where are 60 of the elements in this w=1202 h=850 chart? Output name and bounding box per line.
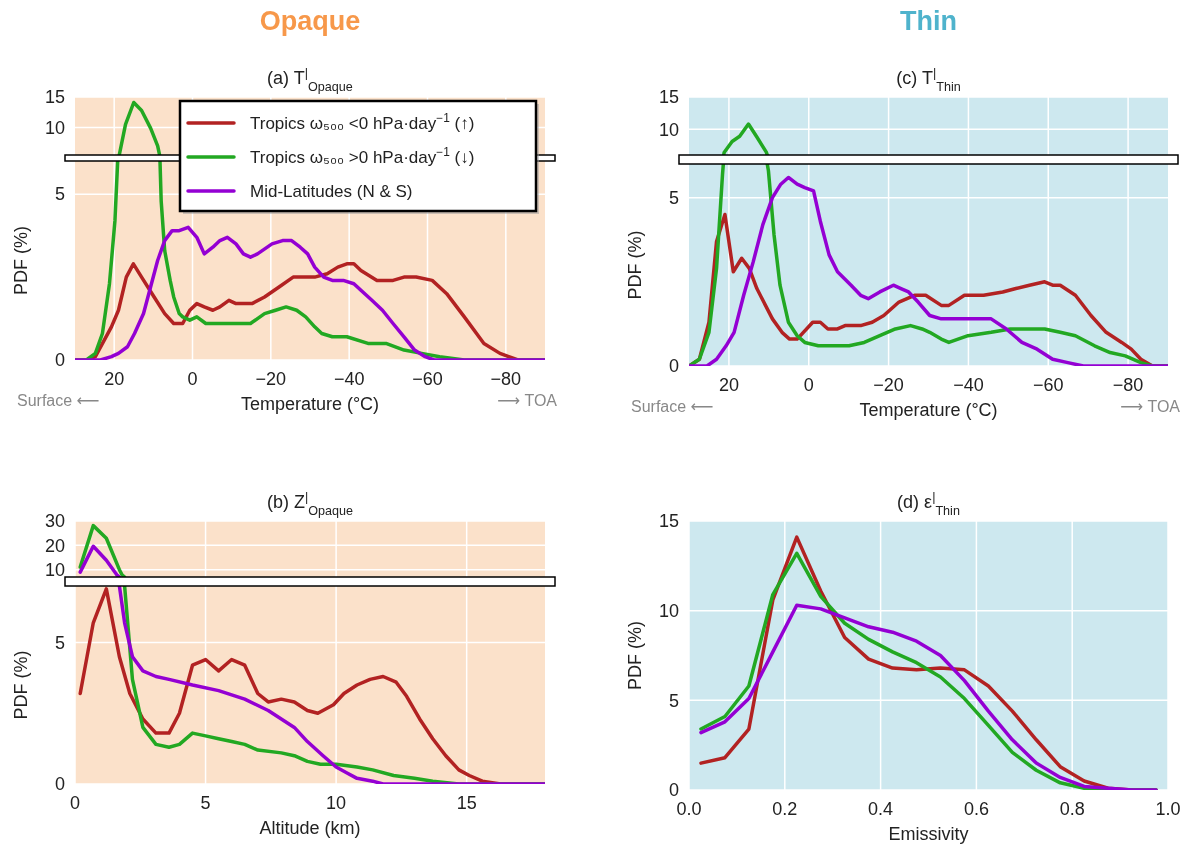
x-tick-label: −80	[1112, 375, 1144, 395]
y-tick-label: 15	[44, 87, 65, 108]
x-axis-title: Temperature (°C)	[859, 400, 998, 420]
y-axis-title: PDF (%)	[11, 226, 31, 295]
y-tick-label: 15	[658, 87, 679, 108]
x-tick-label: 0.6	[963, 799, 989, 819]
y-tick-label: 5	[54, 184, 65, 205]
x-tick-label: 0	[187, 369, 198, 389]
x-axis-title: Emissivity	[888, 824, 969, 844]
text: Surface ⟵	[631, 398, 714, 415]
line-series	[721, 122, 769, 155]
y-tick-label: 0	[54, 774, 65, 795]
line-series	[117, 100, 162, 155]
y-tick-label: 5	[668, 187, 679, 208]
y-tick-label: 15	[658, 511, 679, 532]
x-tick-label: −60	[412, 369, 443, 389]
y-axis-title: PDF (%)	[11, 650, 31, 720]
x-tick-label: 10	[326, 793, 347, 813]
x-tick-label: 5	[200, 793, 211, 813]
x-tick-label: −20	[255, 369, 287, 389]
x-tick-label: 0.4	[868, 799, 894, 819]
x-tick-label: 15	[456, 793, 477, 813]
legend-label: Tropics ω₅₀₀ >0 hPa·day$^{−1}$ (↓)	[250, 145, 475, 167]
x-tick-label: 0	[803, 375, 814, 395]
x-tick-label: 0.8	[1059, 799, 1085, 819]
x-axis-title: Temperature (°C)	[240, 394, 380, 414]
line-series	[75, 225, 545, 360]
x-tick-label: 1.0	[1155, 799, 1181, 819]
x-tick-label: −40	[953, 375, 984, 395]
legend-label: Tropics ω₅₀₀ <0 hPa·day$^{−1}$ (↑)	[250, 111, 475, 133]
line-series	[78, 544, 122, 577]
x-axis-title: Altitude (km)	[259, 818, 361, 838]
x-tick-label: −80	[490, 369, 522, 389]
y-tick-label: 10	[658, 600, 679, 621]
x-tick-label: −20	[873, 375, 904, 395]
y-tick-label: 10	[44, 560, 65, 580]
text: Opaque	[259, 6, 361, 36]
x-tick-label: 0	[69, 793, 81, 813]
x-tick-label: 20	[104, 369, 125, 389]
x-tick-label: 0.0	[676, 799, 702, 819]
y-tick-label: 5	[54, 632, 65, 653]
x-tick-label: −40	[333, 369, 365, 389]
text: ⟶ TOA	[1120, 398, 1181, 415]
x-tick-label: 20	[718, 375, 739, 395]
y-axis-title: PDF (%)	[625, 621, 645, 690]
y-tick-label: 10	[44, 117, 65, 138]
y-tick-label: 10	[658, 119, 679, 140]
line-series	[78, 523, 127, 577]
y-tick-label: 20	[44, 535, 65, 556]
x-tick-label: −60	[1032, 375, 1064, 395]
y-tick-label: 30	[44, 511, 65, 532]
line-series	[699, 603, 1158, 790]
text: Surface ⟵	[17, 392, 100, 409]
text: ⟶ TOA	[497, 392, 558, 409]
x-tick-label: 0.2	[772, 799, 798, 819]
y-tick-label: 0	[54, 350, 65, 371]
text: Thin	[900, 6, 957, 36]
legend-label: Mid-Latitudes (N & S)	[250, 182, 413, 201]
y-axis-title: PDF (%)	[625, 230, 645, 300]
y-tick-label: 5	[668, 690, 679, 711]
